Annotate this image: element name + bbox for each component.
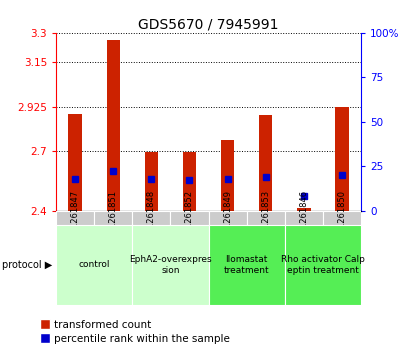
Legend: transformed count, percentile rank within the sample: transformed count, percentile rank withi… [41,320,230,344]
Bar [259,115,272,211]
Bar [56,225,132,305]
Bar [171,211,209,225]
Text: GSM1261852: GSM1261852 [185,190,194,246]
Bar [209,211,247,225]
Bar [285,225,361,305]
Text: GSM1261850: GSM1261850 [337,190,347,246]
Text: EphA2-overexpres
sion: EphA2-overexpres sion [129,255,212,275]
Bar [68,114,82,211]
Text: GSM1261846: GSM1261846 [299,190,308,246]
Bar [107,40,120,211]
Text: GSM1261851: GSM1261851 [109,190,118,246]
Text: GSM1261847: GSM1261847 [71,190,80,246]
Bar [209,225,285,305]
Bar [297,208,310,211]
Bar [94,211,132,225]
Text: GSM1261849: GSM1261849 [223,190,232,246]
Bar [145,152,158,211]
Text: GSM1261848: GSM1261848 [147,190,156,246]
Title: GDS5670 / 7945991: GDS5670 / 7945991 [138,17,279,32]
Text: Rho activator Calp
eptin treatment: Rho activator Calp eptin treatment [281,255,365,275]
Text: GSM1261853: GSM1261853 [261,190,270,246]
Text: control: control [78,261,110,269]
Bar [247,211,285,225]
Bar [335,107,349,211]
Bar [56,211,94,225]
Bar [183,152,196,211]
Text: Ilomastat
treatment: Ilomastat treatment [224,255,269,275]
Bar [132,211,171,225]
Bar [323,211,361,225]
Bar [221,140,234,211]
Text: protocol ▶: protocol ▶ [2,260,52,270]
Bar [285,211,323,225]
Bar [132,225,209,305]
